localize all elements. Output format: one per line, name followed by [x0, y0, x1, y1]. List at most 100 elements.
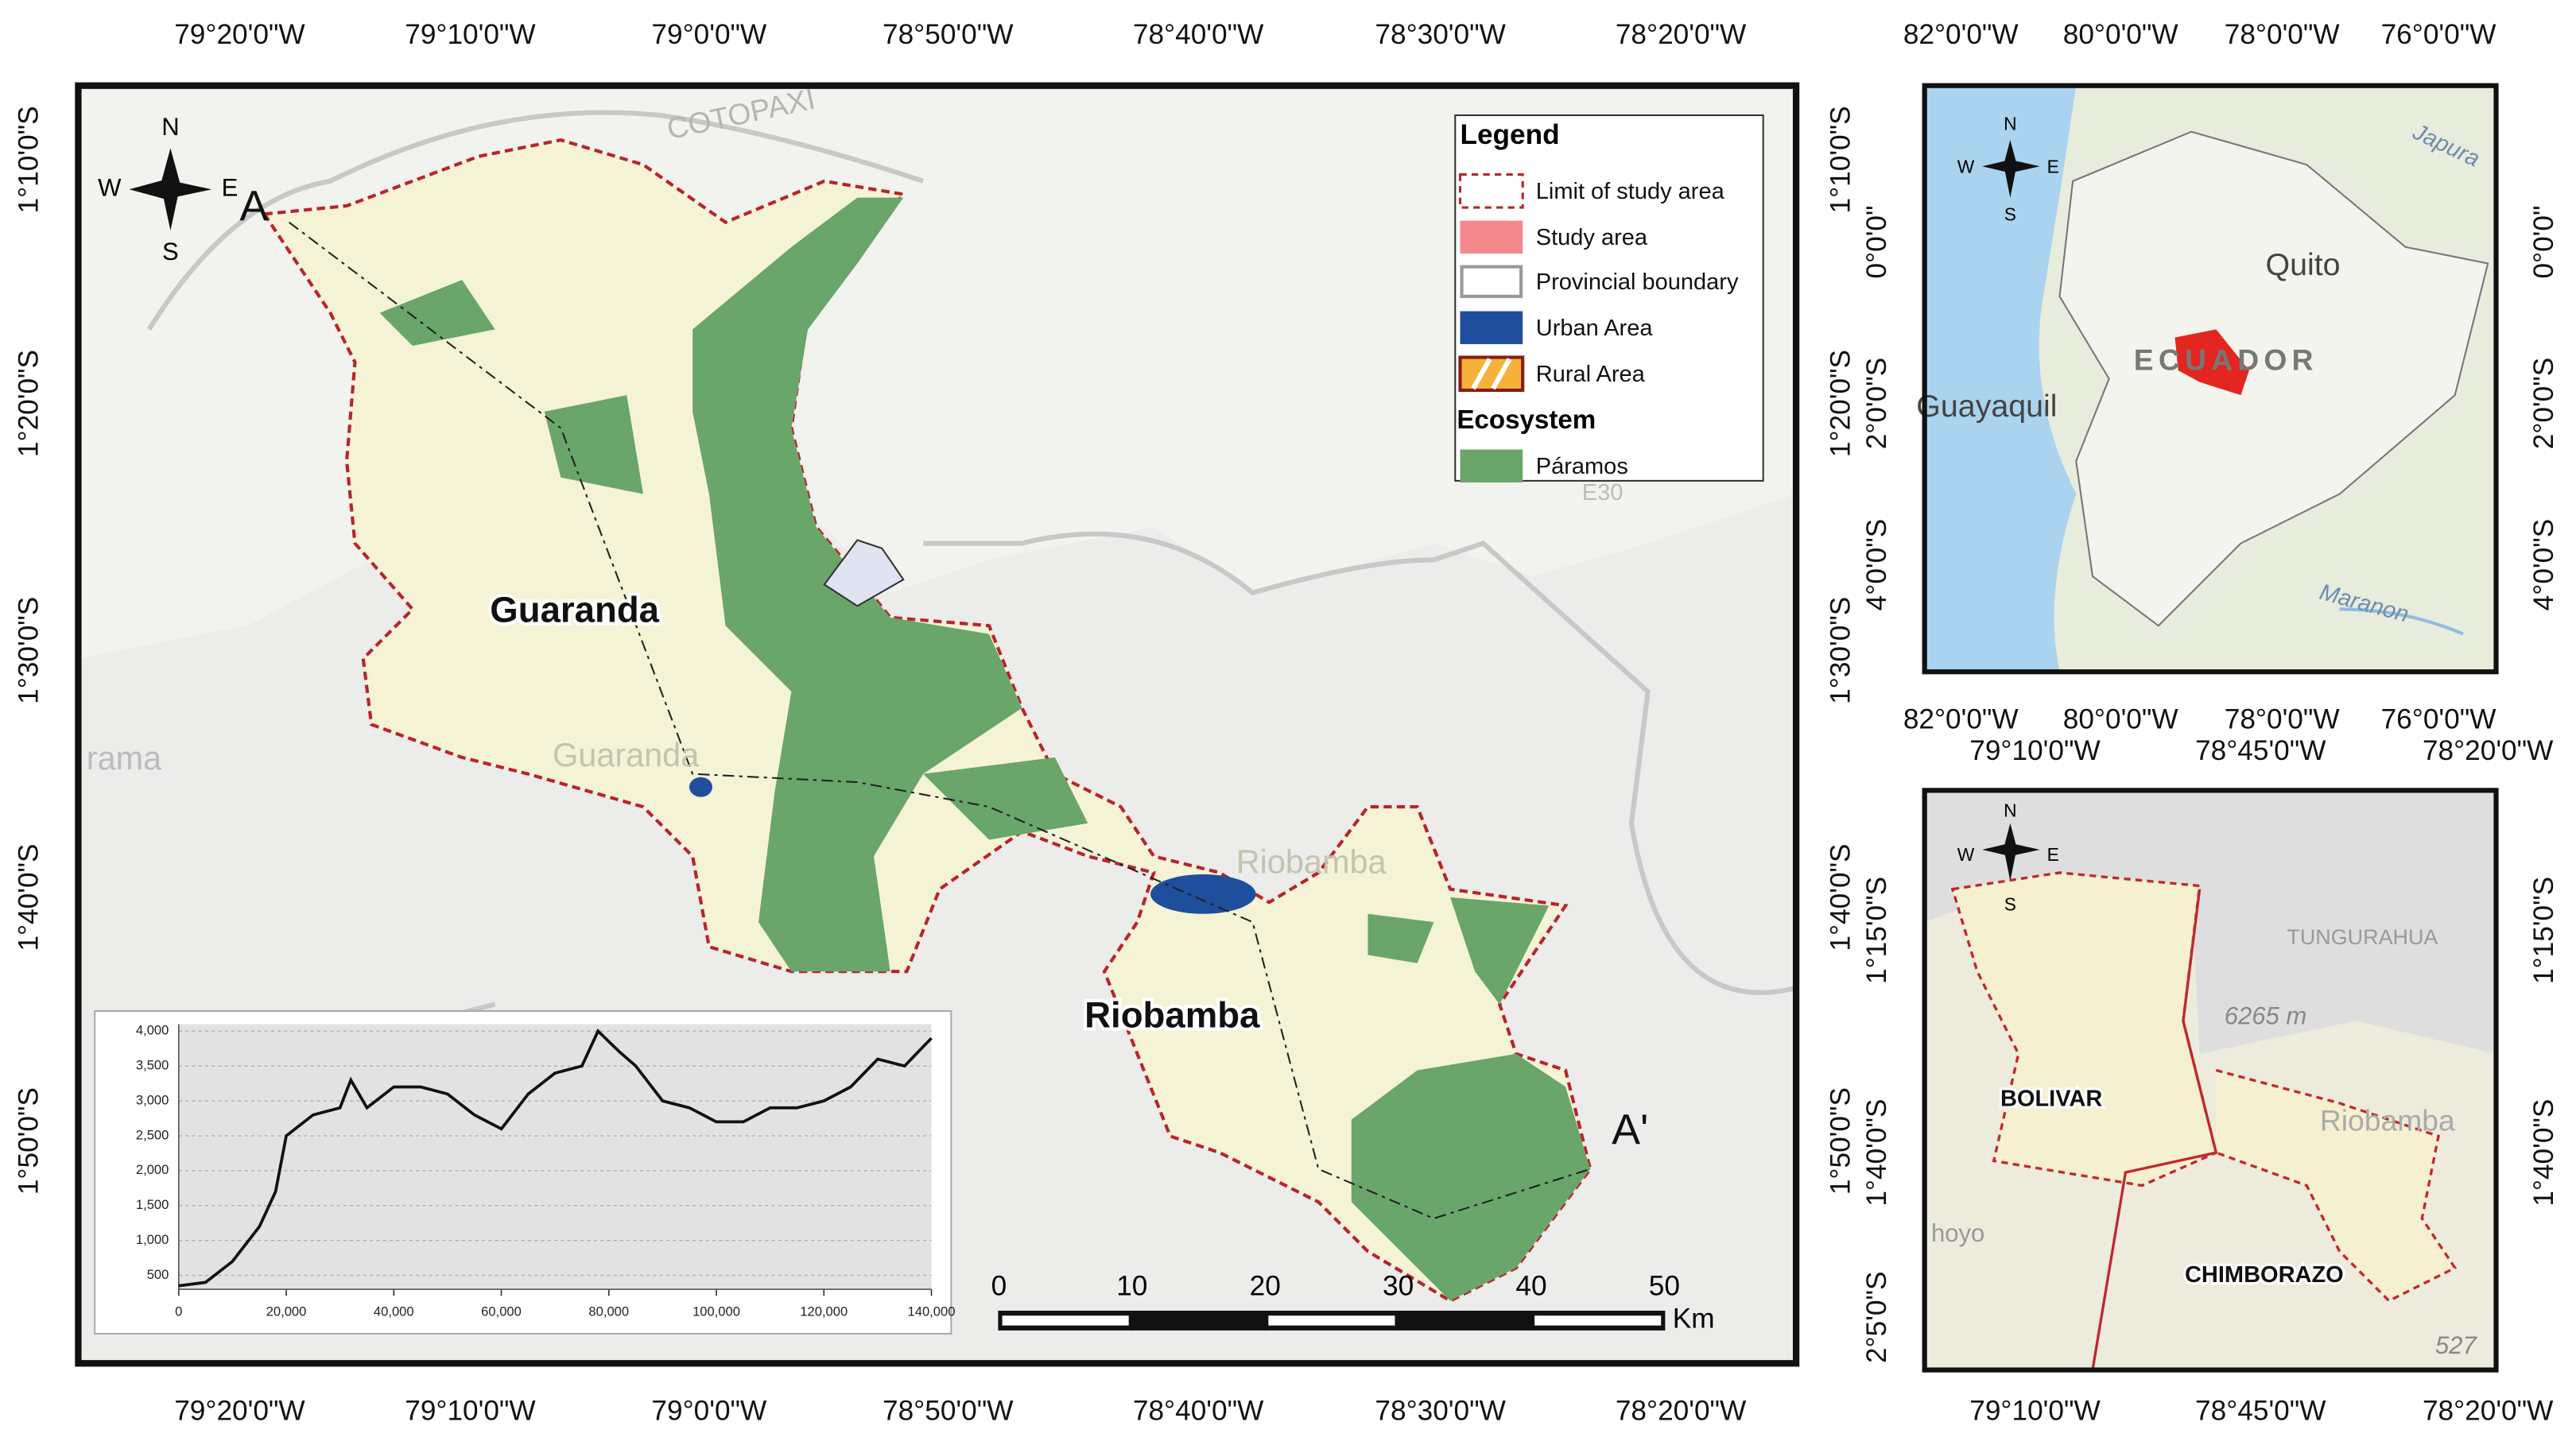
river — [2339, 607, 2464, 636]
place-label: Riobamba — [1084, 994, 1260, 1035]
axis-line — [177, 1024, 932, 1290]
urban-area — [689, 777, 712, 797]
x-tick-label: 80,000 — [588, 1304, 629, 1319]
compass-label: E — [222, 173, 239, 201]
latitude-label: 1°40'0"S — [1861, 1099, 1892, 1207]
latitude-label: 4°0'0"S — [2528, 519, 2559, 611]
compass-label: S — [2004, 893, 2016, 914]
longitude-label: 79°10'0"W — [405, 19, 536, 50]
y-tick-label: 3,000 — [136, 1092, 169, 1107]
scale-label: 10 — [1116, 1270, 1147, 1301]
place-label: hoyo — [1931, 1219, 1984, 1247]
longitude-label: 82°0'0"W — [1903, 19, 2019, 50]
latitude-label: 1°40'0"S — [2528, 1099, 2559, 1207]
legend-label: Study area — [1536, 225, 1648, 250]
elevation-label: 527 — [2435, 1331, 2478, 1359]
longitude-label: 78°30'0"W — [1375, 1396, 1506, 1427]
legend-title: Legend — [1460, 119, 1559, 150]
longitude-label: 78°20'0"W — [2423, 735, 2554, 766]
longitude-label: 78°0'0"W — [2225, 704, 2341, 735]
map-frame — [75, 82, 1800, 1367]
y-tick-label: 2,000 — [136, 1162, 169, 1177]
legend: Legend Limit of study area Study area Pr… — [1454, 114, 1764, 482]
longitude-label: 78°45'0"W — [2195, 1396, 2326, 1427]
legend-label: Urban Area — [1536, 316, 1654, 341]
latitude-label: 1°15'0"S — [1861, 877, 1892, 984]
x-tick-label: 20,000 — [266, 1304, 307, 1319]
province-label: TUNGURAHUA — [2287, 925, 2438, 949]
longitude-label: 79°0'0"W — [651, 1396, 767, 1427]
y-tick-label: 1,000 — [136, 1232, 169, 1247]
longitude-label: 76°0'0"W — [2381, 704, 2497, 735]
compass-label: W — [98, 173, 122, 201]
y-tick-label: 3,500 — [136, 1058, 169, 1073]
place-label: Guaranda — [490, 590, 659, 630]
compass-label: S — [2004, 203, 2016, 224]
longitude-label: 79°20'0"W — [174, 1396, 305, 1427]
longitude-label: 78°50'0"W — [883, 19, 1014, 50]
y-tick-label: 2,500 — [136, 1127, 169, 1142]
province-label: CHIMBORAZO — [2185, 1262, 2344, 1288]
study-area — [1950, 871, 2458, 1303]
longitude-label: 78°40'0"W — [1133, 1396, 1264, 1427]
inset-region: BOLIVAR CHIMBORAZO TUNGURAHUA 6265 m Rio… — [1922, 788, 2499, 1373]
x-tick-label: 140,000 — [908, 1304, 956, 1319]
x-tick-label: 100,000 — [692, 1304, 740, 1319]
longitude-label: 79°0'0"W — [651, 19, 767, 50]
scale-unit: Km — [1673, 1304, 1715, 1335]
longitude-label: 78°50'0"W — [883, 1396, 1014, 1427]
latitude-label: 4°0'0"S — [1861, 519, 1892, 611]
x-tick-label: 0 — [175, 1304, 182, 1319]
transect-label: A' — [1612, 1106, 1648, 1153]
compass-label: N — [2004, 800, 2016, 820]
scale-label: 0 — [991, 1270, 1007, 1301]
latitude-label: 2°5'0"S — [1861, 1272, 1892, 1364]
compass-label: E — [2047, 844, 2059, 865]
map-frame — [1922, 83, 2499, 675]
longitude-label: 78°20'0"W — [1616, 19, 1747, 50]
longitude-label: 78°20'0"W — [1616, 1396, 1747, 1427]
profile-transect — [288, 221, 1591, 1220]
latitude-label: 1°50'0"S — [14, 1087, 45, 1195]
legend-label: Páramos — [1536, 454, 1628, 479]
longitude-label: 78°0'0"W — [2225, 19, 2341, 50]
latitude-label: 2°0'0"S — [1861, 358, 1892, 450]
latitude-label: 1°30'0"S — [1825, 597, 1856, 704]
y-tick-label: 4,000 — [136, 1023, 169, 1038]
ocean — [1924, 85, 2077, 672]
x-tick-label: 60,000 — [481, 1304, 522, 1319]
x-tick-label: 120,000 — [800, 1304, 848, 1319]
longitude-label: 82°0'0"W — [1903, 704, 2019, 735]
longitude-label: 80°0'0"W — [2063, 704, 2179, 735]
peak-label: 6265 m — [2225, 1002, 2307, 1029]
scale-label: 30 — [1383, 1270, 1414, 1301]
background-label: rama — [87, 739, 162, 777]
compass-label: N — [2004, 113, 2016, 134]
y-tick-label: 500 — [147, 1267, 169, 1282]
urban-area — [1150, 874, 1256, 914]
map-frame — [1922, 788, 2499, 1373]
background-label: Riobamba — [1236, 843, 1387, 881]
longitude-label: 80°0'0"W — [2063, 19, 2179, 50]
volcano-icon — [823, 539, 905, 607]
profile-chart: 500 1,000 1,500 2,000 2,500 3,000 3,500 4,000 0 2… — [136, 1023, 956, 1319]
study-area — [2174, 329, 2249, 396]
latitude-label: 1°40'0"S — [1825, 843, 1856, 951]
longitude-label: 79°20'0"W — [174, 19, 305, 50]
north-arrow: N S E W — [1957, 113, 2059, 224]
background-label: Guaranda — [553, 736, 700, 773]
latitude-label: 0°0'0" — [1861, 206, 1892, 279]
longitude-label: 78°20'0"W — [2423, 1396, 2554, 1427]
scale-bar-segment — [1268, 1315, 1395, 1326]
latitude-label: 1°10'0"S — [14, 106, 45, 213]
longitude-label: 76°0'0"W — [2381, 19, 2497, 50]
compass-label: N — [161, 113, 179, 141]
scale-label: 40 — [1515, 1270, 1546, 1301]
latitude-label: 1°10'0"S — [1825, 106, 1856, 213]
longitude-label: 78°40'0"W — [1133, 19, 1264, 50]
compass-label: W — [1957, 156, 1975, 176]
latitude-label: 1°15'0"S — [2528, 877, 2559, 984]
place-label: Guayaquil — [1916, 389, 2057, 424]
legend-label: Provincial boundary — [1536, 269, 1739, 295]
